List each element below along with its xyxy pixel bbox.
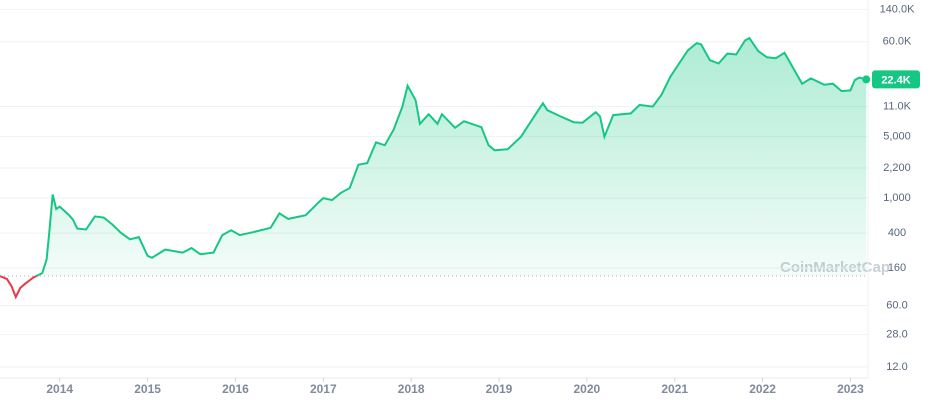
x-tick-label: 2014 (46, 382, 73, 396)
x-tick-label: 2018 (398, 382, 425, 396)
y-tick-label: 400 (888, 227, 906, 239)
y-tick-label: 160 (888, 262, 906, 274)
y-tick-label: 28.0 (886, 329, 907, 341)
x-tick-label: 2019 (486, 382, 513, 396)
price-area (0, 38, 867, 277)
y-tick-label: 5,000 (883, 131, 911, 143)
price-badge-label: 22.4K (881, 74, 910, 86)
y-tick-label: 60.0 (886, 299, 907, 311)
y-tick-label: 60.0K (883, 36, 912, 48)
x-tick-label: 2021 (661, 382, 688, 396)
x-tick-label: 2022 (749, 382, 776, 396)
price-line-up (0, 36, 867, 277)
x-tick-label: 2020 (574, 382, 601, 396)
last-point (862, 75, 871, 84)
price-badge (872, 70, 920, 89)
y-tick-label: 12.0 (886, 361, 907, 373)
x-tick-label: 2015 (134, 382, 161, 396)
y-tick-label: 11.0K (883, 100, 912, 112)
x-tick-label: 2016 (222, 382, 249, 396)
x-tick-label: 2023 (837, 382, 864, 396)
y-tick-label: 140.0K (880, 3, 916, 15)
x-tick-label: 2017 (310, 382, 337, 396)
y-tick-label: 1,000 (883, 192, 911, 204)
y-tick-label: 2,200 (883, 162, 911, 174)
